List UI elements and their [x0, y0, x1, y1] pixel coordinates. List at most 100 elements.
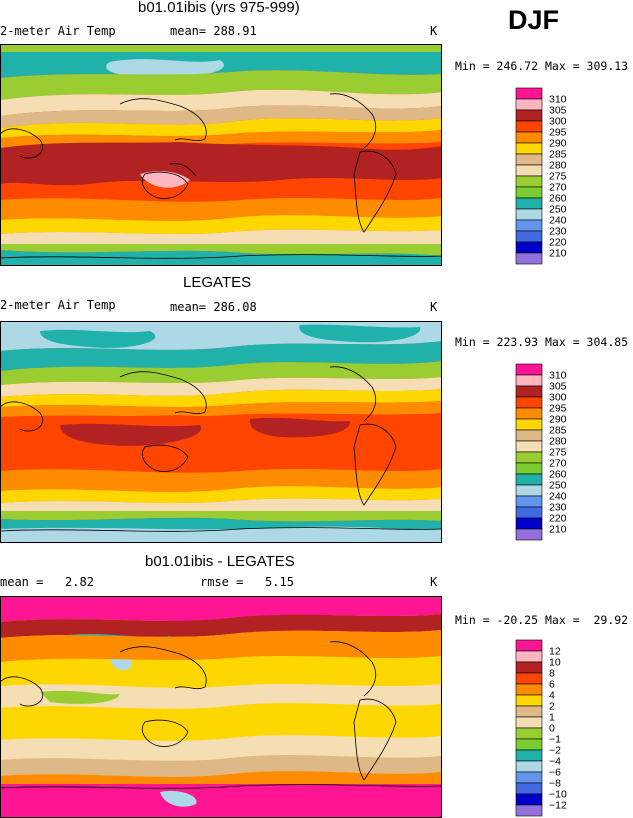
colorbar-tick-label: 285 — [549, 149, 567, 161]
colorbar-swatch — [515, 429, 543, 442]
colorbar-swatch — [515, 208, 543, 221]
colorbar-swatch — [515, 672, 543, 685]
colorbar-swatch — [515, 197, 543, 210]
colorbar-swatch — [515, 219, 543, 232]
colorbar-tick-label: 275 — [549, 447, 567, 459]
colorbar-tick-label: 260 — [549, 469, 567, 481]
colorbar-swatch — [515, 650, 543, 663]
colorbar-tick-label: −12 — [549, 800, 567, 812]
panel3-units: K — [430, 575, 438, 589]
panel2-colorbar-labels: 3103053002952902852802752702602502402302… — [549, 370, 567, 536]
colorbar-swatch — [515, 793, 543, 806]
colorbar-tick-label: 270 — [549, 182, 567, 194]
colorbar-tick-label: 210 — [549, 248, 567, 260]
colorbar-swatch — [515, 252, 543, 265]
colorbar-tick-label: 210 — [549, 524, 567, 536]
colorbar-swatch — [515, 484, 543, 497]
panel3-rmse: rmse = 5.15 — [200, 575, 294, 589]
colorbar-tick-label: 275 — [549, 171, 567, 183]
colorbar-tick-label: 295 — [549, 403, 567, 415]
colorbar-tick-label: 230 — [549, 226, 567, 238]
colorbar-tick-label: −6 — [549, 767, 561, 779]
colorbar-tick-label: 250 — [549, 480, 567, 492]
colorbar-swatch — [515, 727, 543, 740]
colorbar-tick-label: 220 — [549, 513, 567, 525]
panel1-variable: 2-meter Air Temp — [0, 24, 116, 38]
colorbar-tick-label: 8 — [549, 668, 555, 680]
colorbar-tick-label: 300 — [549, 116, 567, 128]
colorbar-swatch — [515, 451, 543, 464]
colorbar-swatch — [515, 186, 543, 199]
colorbar-swatch — [515, 749, 543, 762]
panel2-units: K — [430, 300, 438, 314]
colorbar-swatch — [515, 804, 543, 817]
colorbar-swatch — [515, 407, 543, 420]
panel1-colorbar-labels: 3103053002952902852802752702602502402302… — [549, 94, 567, 260]
colorbar-tick-label: 1 — [549, 712, 555, 724]
colorbar-swatch — [515, 153, 543, 166]
colorbar-tick-label: 4 — [549, 690, 555, 702]
colorbar-tick-label: −10 — [549, 789, 567, 801]
colorbar-tick-label: 290 — [549, 414, 567, 426]
panel2-map — [0, 321, 443, 543]
colorbar-tick-label: 310 — [549, 370, 567, 382]
panel3-map — [0, 596, 443, 818]
colorbar-swatch — [515, 164, 543, 177]
colorbar-tick-label: −8 — [549, 778, 561, 790]
colorbar-tick-label: 10 — [549, 657, 561, 669]
colorbar-swatch — [515, 98, 543, 111]
colorbar-swatch — [515, 109, 543, 122]
panel1-units: K — [430, 24, 438, 38]
colorbar-swatch — [515, 418, 543, 431]
colorbar-tick-label: 285 — [549, 425, 567, 437]
colorbar-swatch — [515, 473, 543, 486]
panel1-mean: mean= 288.91 — [170, 24, 257, 38]
panel1-title: b01.01ibis (yrs 975-999) — [138, 0, 300, 16]
colorbar-swatch — [515, 782, 543, 795]
colorbar-tick-label: 240 — [549, 215, 567, 227]
panel2-minmax: Min = 223.93 Max = 304.85 — [455, 335, 629, 349]
colorbar-swatch — [515, 705, 543, 718]
colorbar-tick-label: 2 — [549, 701, 555, 713]
colorbar-swatch — [515, 506, 543, 519]
colorbar-tick-label: −1 — [549, 734, 561, 746]
colorbar-swatch — [515, 175, 543, 188]
season-label: DJF — [508, 5, 560, 35]
panel3-minmax: Min = -20.25 Max = 29.92 — [455, 613, 629, 627]
colorbar-tick-label: 280 — [549, 436, 567, 448]
colorbar-swatch — [515, 639, 543, 652]
panel1-map — [0, 44, 443, 266]
panel2-colorbar-swatches — [515, 363, 543, 541]
panel3-colorbar-swatches — [515, 639, 543, 817]
colorbar-tick-label: −2 — [549, 745, 561, 757]
colorbar-tick-label: 250 — [549, 204, 567, 216]
colorbar-swatch — [515, 517, 543, 530]
panel3-mean: mean = 2.82 — [0, 575, 94, 589]
colorbar-swatch — [515, 528, 543, 541]
colorbar-tick-label: 220 — [549, 237, 567, 249]
colorbar-swatch — [515, 683, 543, 696]
colorbar-tick-label: −4 — [549, 756, 561, 768]
colorbar-swatch — [515, 738, 543, 751]
panel2-variable: 2-meter Air Temp — [0, 298, 116, 312]
colorbar-swatch — [515, 716, 543, 729]
colorbar-tick-label: 6 — [549, 679, 555, 691]
colorbar-tick-label: 12 — [549, 646, 561, 658]
panel2-colorbar: 3103053002952902852802752702602502402302… — [515, 363, 567, 541]
colorbar-swatch — [515, 87, 543, 100]
colorbar-tick-label: 305 — [549, 105, 567, 117]
colorbar-swatch — [515, 462, 543, 475]
colorbar-swatch — [515, 363, 543, 376]
panel2-mean: mean= 286.08 — [170, 300, 257, 314]
colorbar-swatch — [515, 374, 543, 387]
colorbar-swatch — [515, 241, 543, 254]
colorbar-tick-label: 305 — [549, 381, 567, 393]
colorbar-tick-label: 240 — [549, 491, 567, 503]
colorbar-swatch — [515, 771, 543, 784]
colorbar-swatch — [515, 230, 543, 243]
colorbar-swatch — [515, 495, 543, 508]
panel1-colorbar-swatches — [515, 87, 543, 265]
panel1-colorbar: 3103053002952902852802752702602502402302… — [515, 87, 567, 265]
